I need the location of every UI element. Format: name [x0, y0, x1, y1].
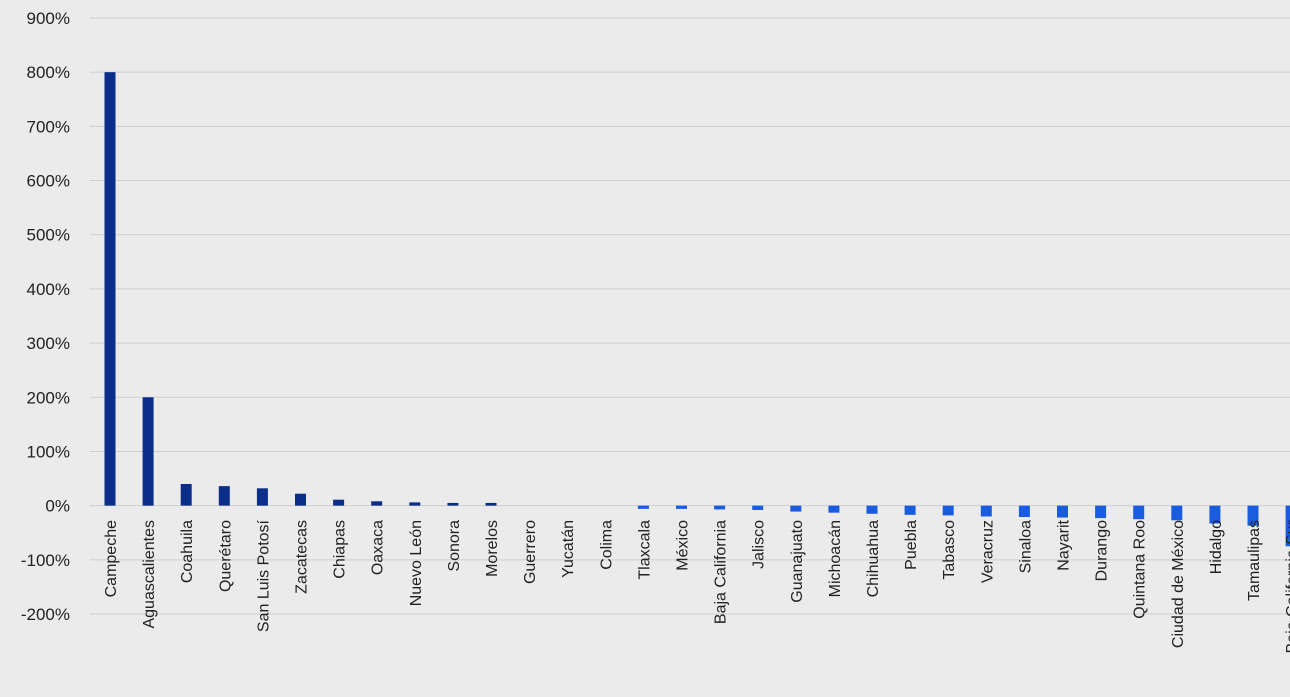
bar — [637, 505, 649, 509]
bar — [904, 505, 916, 515]
bar — [980, 505, 992, 517]
y-tick-label: -100% — [21, 551, 70, 570]
bar — [676, 505, 687, 509]
bar — [333, 499, 345, 506]
x-category-label: Yucatán — [560, 520, 577, 578]
bar — [1209, 505, 1221, 524]
bar — [142, 397, 154, 506]
bar — [104, 72, 116, 506]
bar — [866, 505, 878, 514]
x-category-label: Campeche — [103, 520, 120, 597]
x-category-label: Zacatecas — [294, 520, 311, 594]
bar — [295, 493, 306, 506]
x-category-label: Tamaulipas — [1246, 520, 1263, 601]
x-category-label: Guanajuato — [789, 520, 806, 603]
y-tick-label: -200% — [21, 605, 70, 624]
x-category-label: Durango — [1094, 520, 1111, 581]
bar — [1018, 505, 1030, 518]
x-axis-category-labels: Campeche Aguascalientes Coahuila Querétaro S… — [103, 519, 1290, 653]
x-category-label: Jalisco — [751, 520, 768, 569]
bar — [1285, 505, 1290, 547]
y-axis-tick-labels: 900% 800% 700% 600% 500% 400% 300% 200% 100% 0% -1… — [21, 9, 70, 624]
x-category-label: Hidalgo — [1208, 520, 1225, 574]
x-category-label: Oaxaca — [370, 520, 387, 575]
bar — [371, 501, 383, 506]
bar — [485, 502, 497, 506]
y-tick-label: 700% — [27, 117, 70, 136]
x-category-label: Michoacán — [827, 520, 844, 597]
bar — [828, 505, 840, 513]
x-category-label: Tabasco — [941, 520, 958, 580]
x-category-label: Nayarit — [1056, 519, 1073, 570]
x-category-label: Querétaro — [217, 520, 234, 592]
x-category-label: San Luis Potosí — [255, 519, 272, 632]
y-tick-label: 100% — [27, 442, 70, 461]
x-category-label: Morelos — [484, 520, 501, 577]
y-tick-label: 300% — [27, 334, 70, 353]
y-tick-label: 200% — [27, 388, 70, 407]
bar — [942, 505, 954, 516]
y-tick-label: 600% — [27, 172, 70, 191]
bar — [409, 502, 421, 506]
x-category-label: Quintana Roo — [1132, 520, 1149, 619]
x-category-label: Chiapas — [332, 520, 349, 579]
y-tick-label: 0% — [45, 497, 70, 516]
x-category-label: Aguascalientes — [141, 520, 158, 629]
x-category-label: Baja California Sur — [1284, 519, 1290, 653]
x-category-label: Ciudad de México — [1170, 520, 1187, 648]
x-category-label: Guerrero — [522, 520, 539, 584]
y-tick-label: 900% — [27, 9, 70, 28]
bar — [447, 502, 459, 506]
bar — [1247, 505, 1259, 526]
bar — [1057, 505, 1068, 518]
x-category-label: Chihuahua — [865, 520, 882, 598]
bar — [790, 505, 802, 512]
bar — [714, 505, 726, 510]
gridlines — [90, 17, 1290, 615]
x-category-label: Coahuila — [179, 520, 196, 583]
x-category-label: Nuevo León — [408, 520, 425, 606]
x-category-label: México — [675, 520, 692, 571]
y-tick-label: 800% — [27, 63, 70, 82]
bar — [256, 488, 268, 506]
x-category-label: Puebla — [903, 520, 920, 570]
x-category-label: Colima — [598, 520, 615, 570]
bars — [104, 72, 1290, 547]
bar — [218, 486, 230, 506]
x-category-label: Veracruz — [979, 520, 996, 583]
bar — [1171, 505, 1183, 521]
y-tick-label: 500% — [27, 226, 70, 245]
bar — [180, 483, 192, 506]
x-category-label: Sonora — [446, 520, 463, 572]
y-tick-label: 400% — [27, 280, 70, 299]
x-category-label: Sinaloa — [1017, 520, 1034, 573]
x-category-label: Tlaxcala — [636, 520, 653, 580]
bar — [752, 505, 764, 510]
bar — [1095, 505, 1107, 519]
x-category-label: Baja California — [713, 520, 730, 624]
bar — [1133, 505, 1145, 520]
